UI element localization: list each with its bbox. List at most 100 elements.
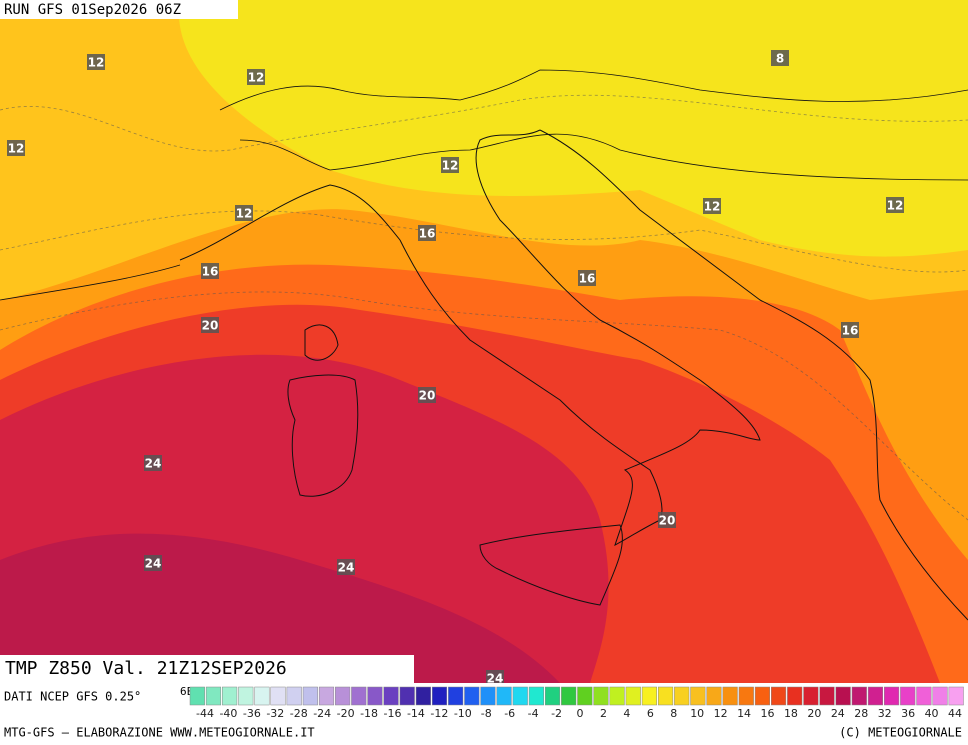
contour-label: 24 — [487, 672, 504, 686]
color-swatch — [593, 686, 609, 706]
color-swatch — [383, 686, 399, 706]
legend-label: 6 — [647, 707, 654, 720]
legend-label: -18 — [360, 707, 378, 720]
legend-label: 32 — [878, 707, 892, 720]
contour-label: 12 — [236, 207, 253, 221]
color-swatch — [690, 686, 706, 706]
label-box — [144, 455, 162, 471]
legend-label: 10 — [690, 707, 704, 720]
color-swatch — [674, 686, 690, 706]
label-box — [418, 387, 436, 403]
isotherm — [0, 210, 968, 273]
label-box — [886, 197, 904, 213]
border — [239, 133, 968, 181]
color-swatch — [722, 686, 738, 706]
contour-label: 24 — [145, 557, 162, 571]
color-swatch — [706, 686, 722, 706]
legend-label: -40 — [219, 707, 237, 720]
border — [0, 264, 181, 301]
contour-label: 12 — [88, 56, 105, 70]
label-box — [658, 512, 676, 528]
label-box — [337, 559, 355, 575]
color-swatch — [335, 686, 351, 706]
legend-label: -8 — [481, 707, 492, 720]
contour-label: 12 — [704, 200, 721, 214]
legend-label: -10 — [454, 707, 472, 720]
label-box — [7, 140, 25, 156]
label-box — [578, 270, 596, 286]
color-swatch — [205, 686, 222, 706]
color-swatch — [932, 686, 948, 706]
contour-label: 8 — [776, 52, 784, 66]
color-swatch — [480, 686, 496, 706]
color-swatch — [803, 686, 819, 706]
color-swatch — [270, 686, 286, 706]
color-swatch — [496, 686, 512, 706]
color-swatch — [222, 686, 238, 706]
label-box — [841, 322, 859, 338]
contour-label: 24 — [338, 561, 355, 575]
contour-label: 20 — [202, 319, 219, 333]
colorbar: -44 -40 -36 -32 -28 -24 -20 -18 -16 -14 -12 -10 -8 -6… — [189, 686, 964, 720]
color-swatch — [431, 686, 448, 706]
color-swatch — [399, 686, 415, 706]
color-swatch — [286, 686, 302, 706]
isotherm — [0, 94, 968, 152]
contour-label: 16 — [842, 324, 859, 338]
color-swatch — [900, 686, 916, 706]
color-swatch — [884, 686, 900, 706]
label-box — [87, 54, 105, 70]
color-swatch — [367, 686, 383, 706]
legend-label: 28 — [854, 707, 868, 720]
legend-label: -32 — [266, 707, 284, 720]
label-box — [418, 225, 436, 241]
legend-label: 8 — [670, 707, 677, 720]
map-title: TMP Z850 Val. 21Z12SEP2026 — [5, 658, 287, 679]
color-swatch — [561, 686, 577, 706]
color-swatch — [867, 686, 884, 706]
contour-label: 12 — [248, 71, 265, 85]
label-box — [441, 157, 459, 173]
footer-left: MTG-GFS — ELABORAZIONE WWW.METEOGIORNALE… — [4, 726, 315, 740]
legend-label: -12 — [430, 707, 448, 720]
color-swatch — [787, 686, 803, 706]
run-label: RUN GFS 01Sep2026 06Z — [4, 2, 181, 18]
contour-label: 20 — [659, 514, 676, 528]
color-swatch — [318, 686, 335, 706]
footer-right: (C) METEOGIORNALE — [839, 726, 962, 740]
color-swatch — [415, 686, 431, 706]
border — [219, 69, 968, 111]
coastlines — [0, 69, 968, 621]
contour-label: 16 — [419, 227, 436, 241]
label-box — [144, 555, 162, 571]
contour-labels: 12 12 12 12 12 12 12 8 16 16 16 16 20 20 20 24 24 24 24 — [7, 50, 904, 686]
color-swatch — [512, 686, 528, 706]
color-swatch — [609, 686, 625, 706]
color-swatch — [351, 686, 367, 706]
isotherm — [0, 291, 968, 521]
source-label: DATI NCEP GFS 0.25° — [4, 690, 141, 704]
contour-label: 20 — [419, 389, 436, 403]
legend-label: -2 — [551, 707, 562, 720]
contour-label: 12 — [8, 142, 25, 156]
legend-label: 2 — [600, 707, 607, 720]
adriatic-coast — [539, 129, 968, 621]
legend-label: 12 — [714, 707, 728, 720]
sicily — [479, 524, 623, 606]
legend-label: 18 — [784, 707, 798, 720]
color-swatch — [851, 686, 867, 706]
legend-label: -20 — [337, 707, 355, 720]
legend-label: -44 — [196, 707, 214, 720]
label-box — [486, 670, 504, 686]
legend-label: 0 — [577, 707, 584, 720]
legend-label: 4 — [623, 707, 630, 720]
color-swatch — [577, 686, 593, 706]
color-swatch — [771, 686, 787, 706]
legend-label: 16 — [761, 707, 775, 720]
color-swatch — [738, 686, 754, 706]
color-swatch — [625, 686, 641, 706]
legend-label: -36 — [243, 707, 261, 720]
contour-label: 12 — [442, 159, 459, 173]
run-box — [0, 0, 238, 19]
